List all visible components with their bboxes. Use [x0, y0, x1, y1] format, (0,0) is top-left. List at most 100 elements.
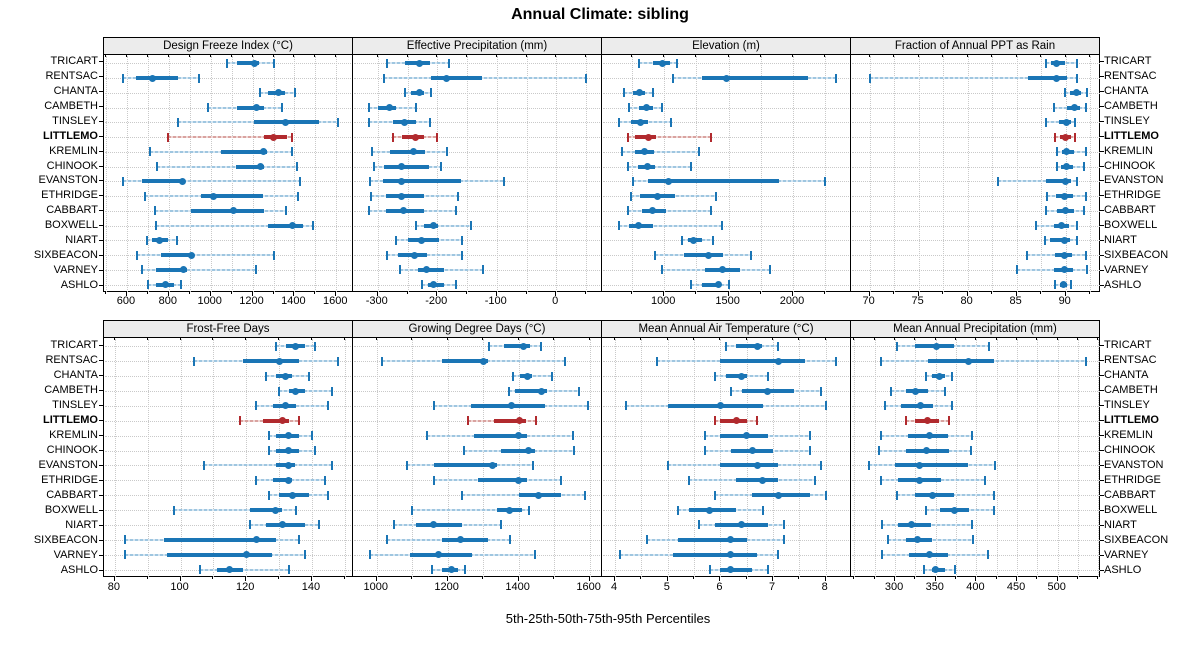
iqr-box-25th-75th — [433, 463, 498, 468]
median-dot — [525, 447, 533, 455]
whisker-cap — [268, 446, 271, 456]
axis-tick-bottom — [853, 576, 855, 579]
whisker-cap — [728, 280, 731, 290]
axis-tick-top — [553, 337, 555, 340]
median-dot — [401, 118, 409, 126]
axis-tick-bottom — [251, 291, 253, 296]
grid-h — [354, 122, 602, 124]
median-dot — [148, 74, 156, 82]
grid-v — [556, 56, 558, 292]
median-dot — [515, 432, 523, 440]
median-dot — [759, 476, 766, 484]
whisker-cap — [997, 176, 1000, 186]
row-tick — [99, 404, 103, 406]
grid-h — [354, 92, 602, 94]
row-tick — [1100, 539, 1104, 541]
grid-h — [852, 240, 1100, 242]
axis-tick-bottom — [966, 291, 968, 296]
whisker-5th-95th — [167, 136, 293, 139]
axis-tick-label: 8 — [821, 581, 828, 593]
median-dot — [180, 266, 187, 274]
axis-tick-bottom — [995, 576, 997, 579]
grid-v — [894, 56, 896, 292]
whisker-cap — [238, 416, 241, 426]
station-label-left: TRICART — [50, 55, 98, 68]
whisker-cap — [1075, 176, 1078, 186]
median-dot — [242, 551, 250, 559]
iqr-box-25th-75th — [268, 223, 303, 228]
whisker-cap — [711, 235, 714, 245]
iqr-box-25th-75th — [235, 164, 265, 169]
whisker-cap — [904, 416, 907, 426]
grid-h — [105, 240, 353, 242]
iqr-box-25th-75th — [417, 267, 445, 272]
axis-tick-top — [1064, 54, 1066, 57]
grid-v — [943, 56, 945, 292]
axis-tick-top — [1040, 54, 1042, 57]
whisker-5th-95th — [513, 375, 553, 378]
median-dot — [1061, 251, 1069, 259]
row-tick — [1100, 61, 1104, 63]
row-tick — [99, 284, 103, 286]
whisker-cap — [121, 176, 124, 186]
whisker-cap — [1083, 206, 1086, 216]
grid-h — [603, 151, 851, 153]
station-label-left: CHANTA — [53, 368, 98, 381]
whisker-cap — [136, 250, 139, 260]
whisker-cap — [824, 401, 827, 411]
whisker-cap — [835, 356, 838, 366]
whisker-cap — [421, 280, 424, 290]
whisker-cap — [206, 103, 209, 113]
whisker-cap — [823, 176, 826, 186]
median-dot — [275, 89, 283, 97]
iqr-box-25th-75th — [500, 448, 535, 453]
panel-strip: Fraction of Annual PPT as Rain — [850, 37, 1100, 55]
axis-tick-bottom — [406, 291, 408, 294]
grid-v — [585, 56, 587, 292]
station-label-left: BOXWELL — [44, 219, 98, 232]
row-tick — [99, 494, 103, 496]
axis-tick-bottom — [917, 291, 919, 296]
median-dot — [913, 536, 921, 544]
median-dot — [634, 222, 642, 230]
median-dot — [665, 177, 673, 185]
row-tick — [1100, 165, 1104, 167]
axis-tick-label: 90 — [1058, 295, 1071, 307]
whisker-cap — [145, 235, 148, 245]
grid-v — [1090, 56, 1092, 292]
station-label-left: CAMBETH — [44, 100, 98, 113]
grid-h — [852, 107, 1100, 109]
axis-tick-top — [375, 337, 377, 340]
median-dot — [922, 447, 930, 455]
whisker-cap — [198, 73, 201, 83]
row-tick — [99, 135, 103, 137]
whisker-cap — [656, 356, 659, 366]
grid-h — [354, 225, 602, 227]
whisker-cap — [895, 490, 898, 500]
axis-tick-label: 100 — [170, 581, 189, 593]
median-dot — [935, 372, 943, 380]
whisker-cap — [1085, 103, 1088, 113]
whisker-cap — [454, 206, 457, 216]
axis-tick-top — [640, 337, 642, 340]
axis-tick-top — [917, 54, 919, 57]
median-dot — [538, 387, 546, 395]
grid-v — [252, 56, 254, 292]
whisker-cap — [953, 565, 956, 575]
grid-h — [603, 122, 851, 124]
grid-h — [852, 210, 1100, 212]
whisker-cap — [280, 103, 283, 113]
axis-tick-top — [894, 337, 896, 340]
median-dot — [423, 266, 431, 274]
whisker-cap — [436, 132, 439, 142]
median-dot — [415, 59, 423, 67]
panel-plot — [601, 337, 851, 577]
grid-v — [874, 339, 876, 577]
axis-tick-label: 1200 — [434, 581, 459, 593]
median-dot — [162, 281, 170, 289]
axis-tick-top — [719, 337, 721, 340]
whisker-cap — [1046, 191, 1049, 201]
axis-tick-top — [293, 54, 295, 57]
whisker-cap — [146, 280, 149, 290]
whisker-cap — [923, 565, 926, 575]
